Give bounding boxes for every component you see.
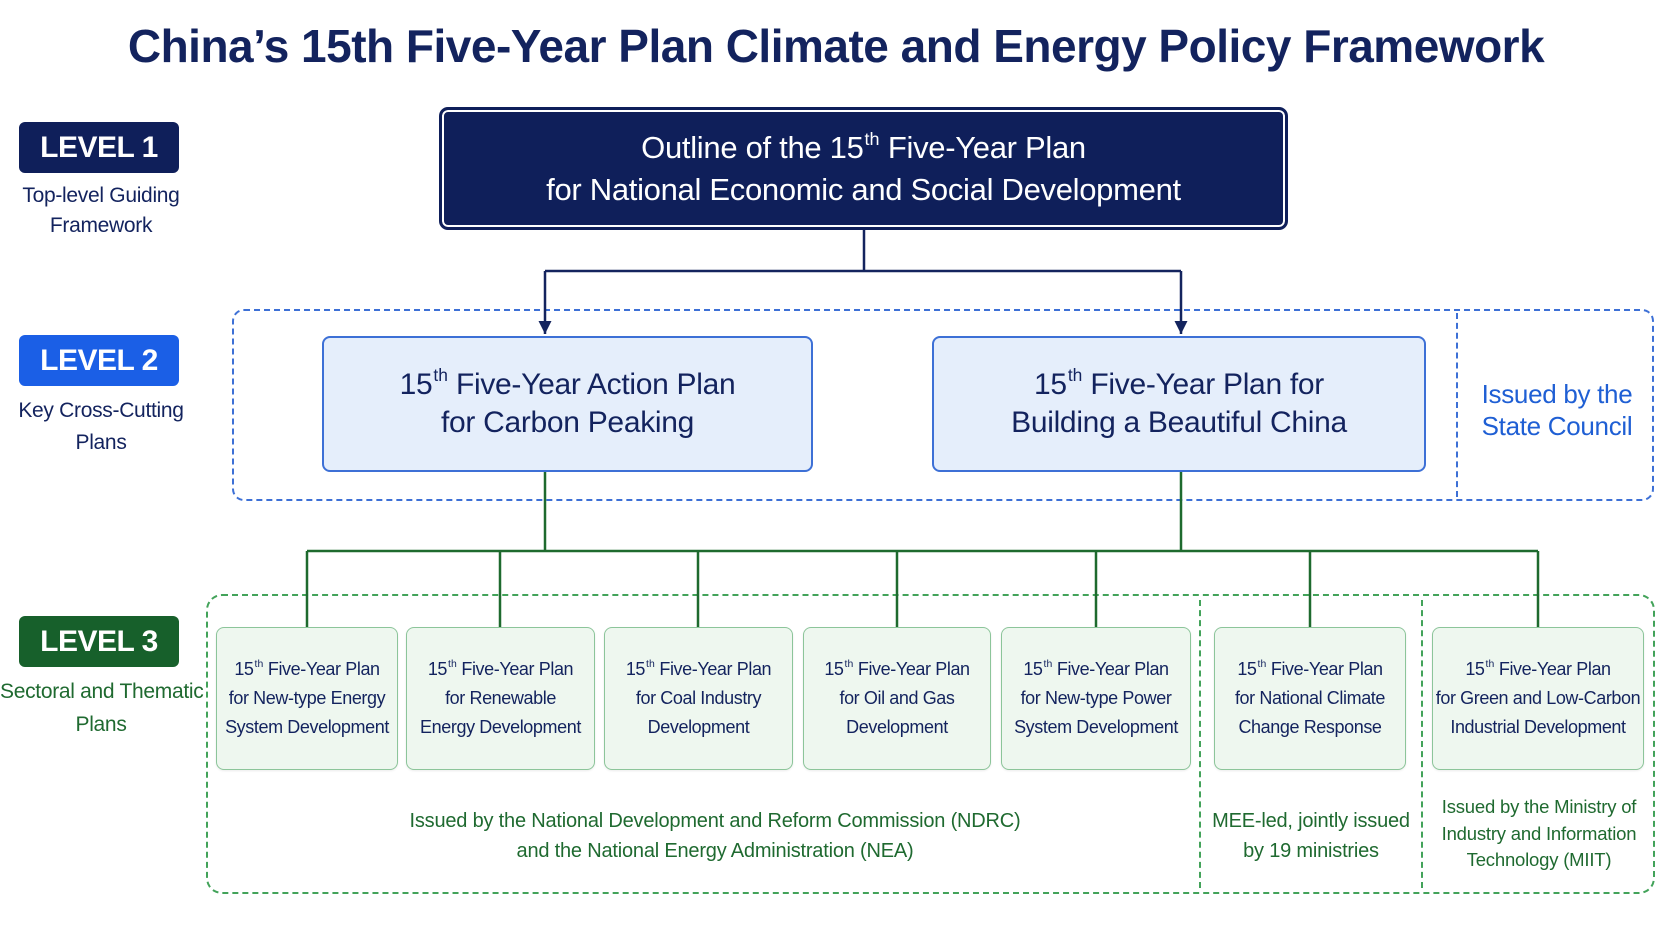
level-2-divider — [1456, 313, 1458, 497]
carbon-peaking-plan-box: 15th Five-Year Action Plan for Carbon Pe… — [322, 336, 813, 472]
plan-title-line: 15th Five-Year Plan — [1023, 659, 1169, 679]
climate-change-response-plan-box: 15th Five-Year Plan for National Climate… — [1214, 627, 1406, 770]
plan-title-line: System Development — [225, 717, 389, 737]
level-3-divider — [1199, 600, 1201, 888]
ordinal-suffix: th — [1067, 365, 1083, 386]
issuer-line: MEE-led, jointly issued — [1212, 810, 1410, 832]
issuer-line: by 19 ministries — [1243, 840, 1379, 862]
issuer-line: State Council — [1481, 411, 1633, 441]
plan-title-line: 15th Five-Year Plan — [625, 659, 772, 679]
plan-title-line: 15th Five-Year Plan — [824, 659, 970, 679]
plan-title-line: 15th Five-Year Action Plan — [399, 365, 736, 401]
plan-title-line: 15th Five-Year Plan — [1237, 659, 1383, 679]
new-type-power-system-plan-box: 15th Five-Year Plan for New-type Power S… — [1001, 627, 1191, 770]
level-description-line: Plans — [75, 713, 127, 736]
plan-title-line: Building a Beautiful China — [1011, 406, 1347, 439]
level-2-issuer-note: Issued by the State Council — [1462, 378, 1652, 442]
issuer-line: Technology (MIIT) — [1466, 849, 1612, 870]
ndrc-nea-issuer-note: Issued by the National Development and R… — [300, 806, 1130, 866]
level-description-line: Top-level Guiding — [22, 184, 180, 207]
level-description-line: Sectoral and Thematic — [0, 680, 204, 703]
level-2-container — [232, 309, 1654, 501]
level-1-badge: LEVEL 1 — [19, 122, 179, 173]
plan-title-line: for New-type Power — [1020, 688, 1172, 708]
issuer-line: Issued by the — [1481, 379, 1633, 409]
plan-title-line: for National Economic and Social Develop… — [546, 171, 1181, 207]
level-3-container — [206, 594, 1655, 894]
plan-title-line: Development — [647, 717, 750, 737]
ordinal-suffix: th — [646, 659, 655, 671]
issuer-line: Issued by the National Development and R… — [409, 810, 1021, 832]
issuer-line: and the National Energy Administration (… — [516, 840, 914, 862]
ordinal-suffix: th — [1485, 659, 1495, 671]
ordinal-suffix: th — [844, 659, 854, 671]
renewable-energy-plan-box: 15th Five-Year Plan for Renewable Energy… — [406, 627, 595, 770]
plan-title-line: Industrial Development — [1450, 717, 1626, 737]
plan-title-line: System Development — [1014, 717, 1178, 737]
oil-and-gas-plan-box: 15th Five-Year Plan for Oil and Gas Deve… — [803, 627, 991, 770]
coal-industry-plan-box: 15th Five-Year Plan for Coal Industry De… — [604, 627, 793, 770]
ordinal-suffix: th — [1043, 659, 1053, 671]
plan-title-line: Change Response — [1238, 717, 1382, 737]
level-2-description: Key Cross-Cutting Plans — [0, 395, 202, 459]
level-description-line: Key Cross-Cutting — [18, 399, 184, 422]
plan-title-line: Energy Development — [420, 717, 581, 737]
plan-title-line: for Carbon Peaking — [440, 406, 695, 439]
plan-title-line: for National Climate — [1234, 688, 1386, 708]
level-3-divider — [1421, 600, 1423, 888]
level-3-description: Sectoral and Thematic Plans — [0, 675, 204, 741]
beautiful-china-plan-box: 15th Five-Year Plan for Building a Beaut… — [932, 336, 1426, 472]
ordinal-suffix: th — [254, 659, 264, 671]
level-1-description: Top-level Guiding Framework — [0, 181, 202, 241]
issuer-line: Industry and Information — [1441, 822, 1637, 844]
ordinal-suffix: th — [448, 659, 457, 671]
plan-title-line: 15th Five-Year Plan for — [1034, 365, 1324, 401]
plan-title-line: for New-type Energy — [228, 688, 386, 708]
level-description-line: Framework — [49, 214, 153, 237]
miit-issuer-note: Issued by the Ministry of Industry and I… — [1425, 794, 1653, 874]
ordinal-suffix: th — [1257, 659, 1267, 671]
plan-title-line: 15th Five-Year Plan — [234, 659, 380, 679]
ordinal-suffix: th — [433, 365, 448, 386]
page-title: China’s 15th Five-Year Plan Climate and … — [127, 20, 1545, 72]
level-description-line: Plans — [75, 431, 127, 454]
plan-title-line: for Renewable — [445, 688, 556, 708]
plan-title-line: 15th Five-Year Plan — [427, 659, 574, 679]
plan-title-line: for Oil and Gas — [839, 688, 955, 708]
new-type-energy-system-plan-box: 15th Five-Year Plan for New-type Energy … — [216, 627, 398, 770]
level-1-plan-box: Outline of the 15th Five-Year Plan for N… — [439, 107, 1288, 230]
issuer-line: Issued by the Ministry of — [1441, 796, 1637, 817]
green-low-carbon-industrial-plan-box: 15th Five-Year Plan for Green and Low-Ca… — [1432, 627, 1644, 770]
level-2-badge: LEVEL 2 — [19, 335, 179, 386]
ordinal-suffix: th — [864, 128, 880, 149]
plan-title-line: Outline of the 15th Five-Year Plan — [641, 128, 1086, 165]
plan-title-line: 15th Five-Year Plan — [1465, 659, 1611, 679]
mee-issuer-note: MEE-led, jointly issued by 19 ministries — [1203, 806, 1419, 866]
plan-title-line: for Coal Industry — [635, 688, 762, 708]
level-3-badge: LEVEL 3 — [19, 616, 179, 667]
plan-title-line: for Green and Low-Carbon — [1435, 688, 1641, 708]
plan-title-line: Development — [846, 717, 948, 737]
